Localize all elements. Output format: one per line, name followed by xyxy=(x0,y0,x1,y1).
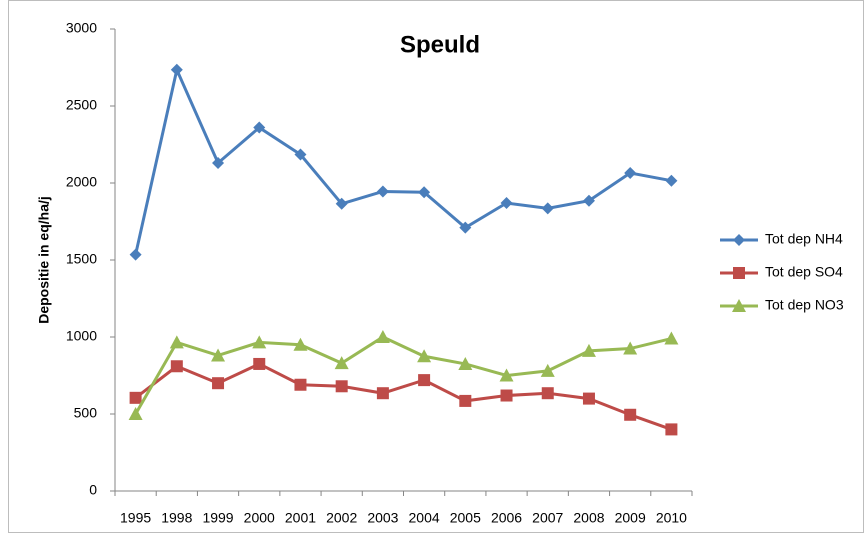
data-point xyxy=(253,357,266,370)
y-tick-label: 0 xyxy=(89,482,97,498)
x-tick-label: 2009 xyxy=(615,510,646,526)
legend-label: Tot dep NH4 xyxy=(765,231,843,247)
x-tick-label: 2004 xyxy=(409,510,440,526)
data-point xyxy=(500,389,513,402)
data-point xyxy=(293,337,308,351)
data-point xyxy=(540,363,555,377)
series-line xyxy=(134,335,672,415)
data-point xyxy=(252,335,267,349)
data-point xyxy=(624,408,637,421)
data-point xyxy=(335,380,348,393)
data-point xyxy=(128,407,143,420)
legend-marker xyxy=(733,267,745,279)
data-point xyxy=(129,248,142,261)
data-point xyxy=(170,63,183,76)
data-point xyxy=(212,377,225,390)
data-point xyxy=(211,348,226,362)
legend-marker xyxy=(732,299,746,312)
x-tick-label: 1999 xyxy=(202,510,233,526)
data-point xyxy=(664,331,679,345)
data-point xyxy=(418,374,431,387)
x-tick-label: 2003 xyxy=(367,510,398,526)
x-tick-label: 2001 xyxy=(285,510,316,526)
y-tick-label: 2000 xyxy=(66,174,97,190)
x-tick-label: 2008 xyxy=(573,510,604,526)
x-tick-label: 2007 xyxy=(532,510,563,526)
data-point xyxy=(582,194,595,207)
data-point xyxy=(624,166,637,179)
data-point xyxy=(665,174,678,187)
series-line xyxy=(134,65,672,255)
y-tick-label: 1500 xyxy=(66,251,97,267)
data-point xyxy=(458,356,473,370)
data-point xyxy=(459,221,472,234)
x-tick-label: 2005 xyxy=(450,510,481,526)
y-tick-label: 2500 xyxy=(66,97,97,113)
data-point xyxy=(212,156,225,169)
data-point xyxy=(294,148,307,161)
y-axis-label: Depositie in eq/ha/j xyxy=(36,196,52,324)
x-tick-label: 2002 xyxy=(326,510,357,526)
legend-label: Tot dep SO4 xyxy=(765,264,843,280)
data-point xyxy=(418,186,431,199)
data-point xyxy=(459,394,472,407)
data-point xyxy=(417,349,432,363)
data-point xyxy=(376,185,389,198)
y-tick-label: 3000 xyxy=(66,20,97,36)
data-point xyxy=(582,392,595,405)
data-point xyxy=(253,121,266,134)
data-point xyxy=(623,341,638,355)
chart-frame xyxy=(8,0,864,533)
data-point xyxy=(294,378,307,391)
legend-label: Tot dep NO3 xyxy=(765,297,844,313)
chart-title: Speuld xyxy=(400,31,480,58)
x-tick-label: 2000 xyxy=(244,510,275,526)
data-point xyxy=(129,391,142,404)
x-tick-label: 1995 xyxy=(120,510,151,526)
data-point xyxy=(169,335,184,349)
data-point xyxy=(665,423,678,436)
data-point xyxy=(170,360,183,373)
data-point xyxy=(500,197,513,210)
y-tick-label: 500 xyxy=(74,405,98,421)
data-point xyxy=(541,202,554,215)
data-point xyxy=(335,197,348,210)
data-point xyxy=(375,330,390,343)
x-tick-label: 2006 xyxy=(491,510,522,526)
data-point xyxy=(541,387,554,400)
x-tick-label: 2010 xyxy=(656,510,687,526)
data-point xyxy=(581,343,596,357)
x-tick-label: 1998 xyxy=(161,510,192,526)
legend-marker xyxy=(733,234,745,246)
data-point xyxy=(499,368,514,382)
data-point xyxy=(376,387,389,400)
data-point xyxy=(334,356,349,370)
series-line xyxy=(134,362,672,431)
y-tick-label: 1000 xyxy=(66,328,97,344)
